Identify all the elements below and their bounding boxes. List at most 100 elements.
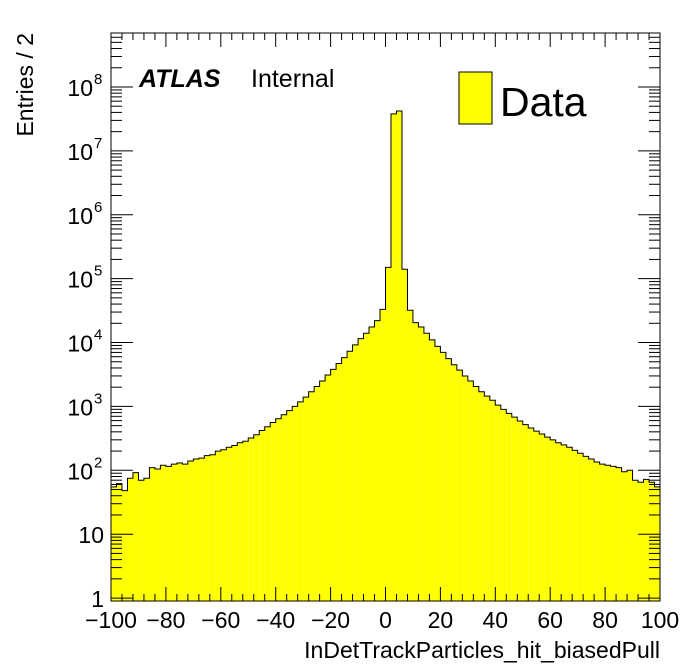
histogram-bar	[319, 380, 326, 601]
histogram-bar	[176, 463, 183, 601]
histogram-bar	[605, 465, 611, 601]
histogram-bar	[594, 461, 600, 601]
y-tick-label: 1	[91, 586, 104, 612]
histogram-bar	[561, 444, 567, 601]
y-tick-label: 10	[67, 75, 93, 101]
histogram-bar	[566, 447, 573, 601]
histogram-bar	[434, 346, 441, 601]
histogram-bar	[478, 391, 485, 601]
histogram-bar	[374, 320, 381, 601]
histogram-bar	[341, 357, 348, 601]
histogram-bar	[533, 431, 540, 601]
histogram-bar	[242, 441, 249, 601]
histogram-bar	[154, 468, 161, 601]
x-tick-label: −80	[146, 607, 185, 633]
histogram-bar	[237, 442, 243, 601]
histogram-bar	[506, 413, 512, 601]
histogram-bar	[275, 418, 282, 601]
histogram-bar	[121, 490, 128, 601]
y-tick-label: 10	[67, 458, 93, 484]
histogram-bar	[182, 464, 188, 601]
legend-label: Data	[500, 79, 587, 125]
histogram-bar	[621, 471, 628, 601]
y-tick-exponent: 2	[94, 454, 102, 471]
histogram-bar	[116, 483, 122, 601]
histogram-bar	[325, 375, 331, 601]
histogram-bar	[456, 370, 463, 601]
histogram-bar	[270, 422, 276, 601]
histogram-bar	[484, 396, 490, 601]
histogram-bar	[473, 386, 479, 601]
x-tick-label: 80	[592, 607, 618, 633]
histogram-bar	[412, 322, 419, 601]
histogram-bar	[467, 380, 474, 601]
histogram-bar	[314, 386, 320, 601]
histogram-bar	[286, 410, 293, 601]
x-tick-label: −60	[201, 607, 240, 633]
histogram-bar	[528, 427, 534, 601]
y-axis-title: Entries / 2	[12, 33, 38, 137]
histogram-bar	[489, 400, 496, 601]
histogram-bar	[165, 466, 172, 601]
y-tick-label: 10	[78, 522, 104, 548]
histogram-bar	[385, 267, 391, 601]
atlas-label: ATLAS	[138, 65, 221, 93]
histogram-bar	[171, 464, 177, 601]
histogram-bar	[253, 434, 260, 601]
x-tick-label: 40	[483, 607, 509, 633]
status-label: Internal	[251, 65, 334, 93]
histogram-bar	[143, 478, 150, 601]
histogram-bar	[308, 391, 315, 601]
x-axis: −100 −80 −60 −40 −20 0 20 40 60 80 100	[85, 33, 679, 633]
histogram-bar	[583, 456, 589, 601]
histogram-bar	[401, 269, 408, 601]
histogram-bar	[226, 447, 232, 601]
histogram-bar	[407, 310, 413, 601]
histogram-bar	[281, 414, 287, 601]
histogram-bar	[572, 450, 578, 601]
x-tick-label: 20	[428, 607, 454, 633]
histogram-bar	[187, 460, 194, 601]
histogram-bar	[649, 482, 655, 601]
histogram-bar	[588, 459, 595, 601]
histogram-bar	[352, 344, 359, 601]
histogram-bar	[336, 363, 342, 601]
histogram-bar	[198, 458, 205, 601]
x-axis-title: InDetTrackParticles_hit_biasedPull	[304, 637, 660, 663]
y-tick-exponent: 7	[94, 135, 102, 152]
histogram-bar	[418, 327, 424, 601]
histogram-bar	[627, 470, 633, 601]
histogram-bar	[638, 482, 644, 601]
x-tick-label: −40	[256, 607, 295, 633]
histogram-bar	[330, 369, 337, 601]
histogram-bar	[358, 338, 364, 601]
histogram-bar	[347, 351, 353, 601]
histogram-bar	[440, 352, 446, 601]
histogram-bar	[495, 405, 501, 601]
x-tick-label: 0	[379, 607, 392, 633]
histogram-bar	[204, 455, 210, 601]
histogram-bar	[231, 445, 238, 601]
histogram-bar	[297, 401, 304, 601]
histogram-bar	[264, 426, 271, 601]
histogram-bar	[248, 438, 254, 601]
histogram-bar	[429, 339, 435, 601]
histogram-bar	[517, 421, 523, 601]
y-tick-label: 10	[67, 394, 93, 420]
x-tick-label: −20	[311, 607, 350, 633]
histogram-bar	[550, 439, 556, 601]
histogram-bar	[160, 465, 166, 601]
histogram-bar	[539, 434, 545, 601]
histogram-bar	[451, 364, 457, 601]
histogram-bar	[500, 409, 507, 601]
y-tick-label: 10	[67, 139, 93, 165]
x-tick-label: 100	[641, 607, 679, 633]
histogram-bar	[363, 333, 370, 601]
x-tick-label: −100	[85, 607, 137, 633]
histogram-bar	[369, 327, 375, 601]
histogram-bar	[193, 459, 199, 601]
y-tick-label: 10	[67, 331, 93, 357]
histogram-bar	[445, 358, 452, 601]
